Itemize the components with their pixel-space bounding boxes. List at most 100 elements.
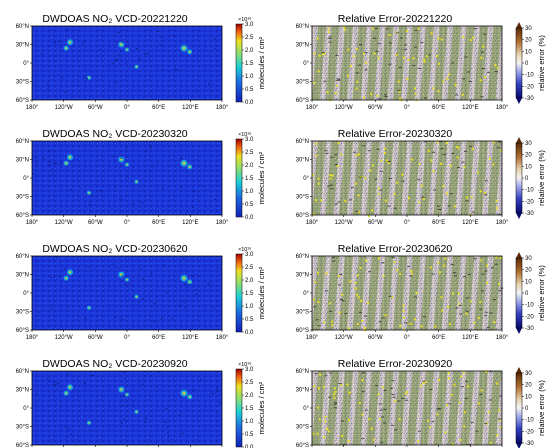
coast-mark	[328, 396, 332, 398]
colorbar-tick-label: 1.5	[245, 61, 254, 67]
coast-mark	[391, 380, 395, 382]
lon-tick-label: 120°E	[462, 220, 478, 226]
coast-mark	[126, 405, 129, 407]
error-speck	[361, 413, 364, 416]
vcd-hotspot-core	[188, 165, 191, 168]
lat-tick-label: 60°N	[16, 254, 29, 260]
lon-tick-label: 180°	[306, 105, 319, 111]
error-swath	[325, 256, 340, 330]
error-speck	[442, 185, 445, 188]
coast-mark	[210, 90, 213, 92]
lon-tick-label: 180°	[26, 105, 39, 111]
error-speck	[492, 163, 495, 166]
colorbar-tick-label: -30	[525, 326, 534, 332]
coast-mark	[471, 211, 475, 213]
coast-mark	[499, 395, 503, 397]
coast-mark	[38, 311, 41, 313]
lat-tick-label: 0°	[303, 406, 309, 412]
coast-mark	[481, 68, 485, 70]
vcd-hotspot-core	[65, 47, 68, 50]
colorbar-tick-label: 10	[525, 49, 532, 55]
coast-mark	[386, 28, 390, 30]
coast-mark	[116, 41, 119, 43]
colorbar-tick-label: 20	[525, 268, 532, 274]
vcd-hotspot-core	[120, 43, 123, 46]
coast-mark	[447, 403, 451, 405]
coast-mark	[348, 199, 352, 201]
lon-tick-label: 120°W	[335, 220, 353, 226]
error-swath	[406, 141, 421, 215]
error-speck	[317, 70, 320, 73]
coast-mark	[195, 90, 198, 92]
error-speck	[340, 384, 343, 387]
colorbar-tick-label: 2.5	[245, 35, 254, 41]
error-speck	[347, 48, 350, 51]
coast-mark	[337, 201, 341, 203]
lon-tick-label: 120°E	[462, 335, 478, 341]
lat-tick-label: 60°N	[16, 24, 29, 30]
error-speck	[338, 275, 341, 278]
error-swath	[325, 371, 340, 445]
error-swath	[366, 26, 380, 100]
coast-mark	[381, 262, 385, 264]
error-speck	[482, 45, 485, 48]
error-speck	[364, 177, 367, 180]
error-swath	[325, 26, 340, 100]
coast-mark	[484, 422, 488, 424]
colorbar-label: relative error (%)	[537, 265, 546, 321]
coast-mark	[122, 405, 125, 407]
error-speck	[440, 296, 443, 299]
coast-mark	[484, 194, 488, 196]
colorbar-tick-label: 2.0	[245, 48, 254, 54]
coast-mark	[451, 62, 455, 64]
error-panel: Relative Error-20230920 60°N 30°N 0° 30°S 60°…	[296, 358, 546, 448]
error-speck	[471, 147, 474, 150]
error-swath	[379, 141, 394, 215]
lon-tick-label: 120°E	[182, 220, 198, 226]
coast-mark	[52, 381, 55, 383]
error-speck	[457, 292, 460, 295]
error-speck	[484, 192, 487, 195]
error-speck	[442, 80, 445, 83]
colorbar-tick-label: -30	[525, 96, 534, 102]
coast-mark	[123, 371, 126, 373]
error-speck	[436, 413, 439, 416]
coast-mark	[149, 147, 152, 149]
coast-mark	[391, 424, 395, 426]
error-speck	[422, 198, 425, 201]
coast-mark	[139, 268, 142, 270]
error-speck	[383, 152, 386, 155]
error-speck	[485, 371, 488, 374]
coast-mark	[484, 311, 488, 313]
coast-mark	[460, 386, 464, 388]
coast-mark	[314, 373, 318, 375]
coast-mark	[36, 278, 39, 280]
error-speck	[495, 207, 498, 210]
lat-tick-label: 0°	[23, 176, 29, 182]
coast-mark	[91, 195, 94, 197]
error-speck	[327, 430, 330, 433]
colorbar-tick-label: 30	[525, 26, 532, 32]
lat-tick-label: 30°N	[296, 273, 309, 279]
coast-mark	[117, 55, 120, 57]
colorbar-tick-label: 1.5	[245, 176, 254, 182]
vcd-hotspot-core	[68, 386, 72, 389]
coast-mark	[333, 403, 337, 405]
coast-mark	[57, 383, 60, 385]
coast-mark	[215, 412, 218, 414]
colorbar-tick-label: 3.0	[245, 137, 254, 143]
error-swath	[339, 256, 353, 330]
colorbar-tick-label: 1.5	[245, 291, 254, 297]
coast-mark	[335, 54, 339, 56]
coast-mark	[132, 405, 135, 407]
colorbar-label: relative error (%)	[537, 150, 546, 206]
coast-mark	[337, 79, 341, 81]
coast-mark	[177, 415, 180, 417]
coast-mark	[332, 260, 336, 262]
coast-mark	[117, 32, 120, 34]
error-speck	[402, 316, 405, 319]
vcd-hotspot-core	[65, 162, 68, 165]
error-speck	[318, 54, 321, 57]
error-speck	[485, 264, 488, 267]
